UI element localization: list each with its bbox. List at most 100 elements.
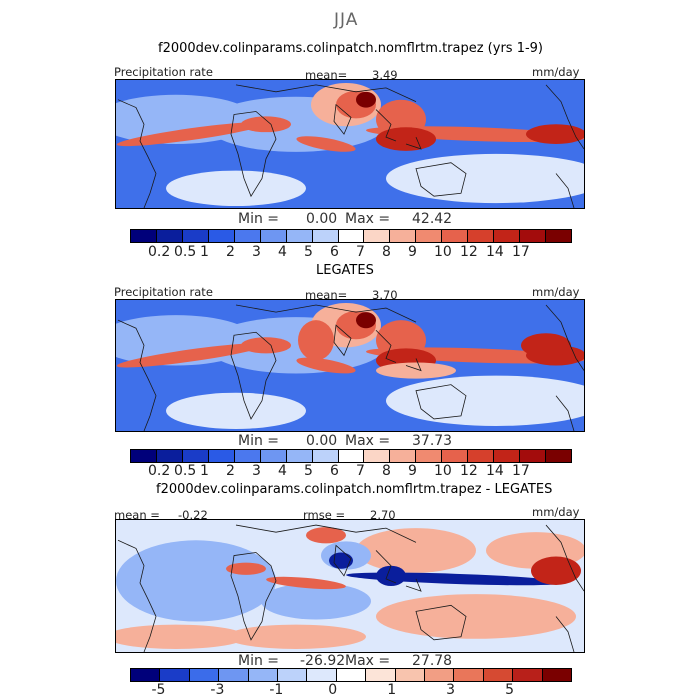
colorbar-tick-label: -1: [269, 682, 284, 698]
coastline: [375, 329, 422, 372]
precip-region: [329, 552, 353, 569]
panel1-units: mm/day: [532, 65, 580, 79]
panel3-title: f2000dev.colinparams.colinpatch.nomflrtm…: [156, 482, 553, 497]
colorbar-swatch: [189, 669, 220, 681]
colorbar-swatch: [312, 450, 339, 462]
colorbar-tick-label: 14: [486, 463, 504, 479]
colorbar-tick-label: 7: [356, 463, 365, 479]
panel2-map: [115, 299, 585, 432]
colorbar-tick-label: 9: [408, 244, 417, 260]
coastline: [555, 395, 575, 431]
colorbar-swatch: [546, 230, 571, 242]
colorbar-tick-label: 8: [382, 244, 391, 260]
precip-region: [376, 127, 436, 151]
coastline: [415, 604, 467, 641]
coastline: [545, 524, 584, 592]
colorbar-tick-label: 3: [252, 463, 261, 479]
colorbar-tick-label: 5: [505, 682, 514, 698]
coastline: [230, 111, 277, 198]
panel2-colorbar: [130, 449, 572, 463]
panel2-min-value: 0.00: [306, 433, 338, 449]
panel3-max-value: 27.78: [412, 653, 453, 669]
panel2-units: mm/day: [532, 285, 580, 299]
panel2-mean-value: 3.70: [372, 288, 398, 302]
colorbar-swatch: [336, 669, 367, 681]
colorbar-swatch: [156, 230, 183, 242]
colorbar-swatch: [219, 669, 249, 681]
panel1-min-label: Min =: [238, 211, 280, 227]
coastline: [415, 162, 467, 197]
panel1-mean-value: 3.49: [372, 68, 398, 82]
panel3-mean-value: -0.22: [178, 508, 208, 522]
colorbar-swatch: [160, 669, 190, 681]
colorbar-tick-label: 3: [252, 244, 261, 260]
panel2-max-label: Max =: [345, 433, 391, 449]
colorbar-tick-label: 5: [304, 244, 313, 260]
colorbar-swatch: [442, 230, 469, 242]
panel1-min-value: 0.00: [306, 211, 338, 227]
panel2-max-value: 37.73: [412, 433, 453, 449]
colorbar-tick-label: 0: [328, 682, 338, 698]
colorbar-tick-label: 4: [278, 463, 287, 479]
colorbar-swatch: [416, 450, 443, 462]
precip-region: [166, 392, 306, 429]
precip-region: [521, 333, 571, 358]
panel1-max-value: 42.42: [412, 211, 453, 227]
precip-region: [376, 362, 456, 379]
coastline: [117, 539, 157, 652]
coastline: [375, 550, 422, 592]
colorbar-tick-label: 6: [330, 463, 339, 479]
panel2-colorbar-ticks: 0.2 0.5 1 2 3 4 5 6 7 8 9 10 12 14 17: [130, 463, 572, 481]
panel3-colorbar-ticks: -5 -3 -1 0 1 3 5: [130, 682, 572, 700]
panel1-max-label: Max =: [345, 211, 391, 227]
colorbar-tick-label: 12: [460, 463, 478, 479]
coastline: [555, 173, 575, 208]
colorbar-swatch: [156, 450, 183, 462]
colorbar-tick-label: -5: [151, 682, 166, 698]
colorbar-swatch: [366, 669, 396, 681]
panel3-min-label: Min =: [238, 653, 280, 669]
precip-region: [226, 562, 266, 575]
colorbar-tick-label: 0.2: [148, 244, 171, 260]
colorbar-tick-label: 0.5: [174, 463, 197, 479]
panel2-min-label: Min =: [238, 433, 280, 449]
colorbar-tick-label: 1: [200, 244, 209, 260]
panel3-map: [115, 519, 585, 653]
precip-region: [356, 312, 376, 329]
precip-region: [166, 170, 306, 207]
precip-region: [226, 624, 366, 649]
coastline: [235, 84, 417, 103]
colorbar-swatch: [494, 450, 521, 462]
colorbar-swatch: [260, 230, 287, 242]
colorbar-tick-label: 8: [382, 463, 391, 479]
colorbar-swatch: [248, 669, 279, 681]
colorbar-tick-label: 17: [512, 463, 530, 479]
coastline: [545, 304, 584, 371]
precip-region: [116, 624, 246, 649]
colorbar-tick-label: 17: [512, 244, 530, 260]
precip-region: [261, 582, 371, 620]
colorbar-tick-label: 1: [200, 463, 209, 479]
colorbar-tick-label: 0.2: [148, 463, 171, 479]
colorbar-swatch: [395, 669, 426, 681]
precip-region: [241, 116, 291, 133]
panel3-rmse-label: rmse =: [303, 508, 346, 522]
colorbar-swatch: [390, 230, 417, 242]
coastline: [333, 103, 352, 135]
panel1-title: f2000dev.colinparams.colinpatch.nomflrtm…: [158, 41, 544, 56]
coastline: [235, 304, 417, 323]
panel1-colorbar: [130, 229, 572, 243]
colorbar-tick-label: 3: [446, 682, 456, 698]
panel1-field-label: Precipitation rate: [114, 65, 213, 79]
precip-region: [241, 337, 291, 354]
panel3-colorbar: [130, 668, 572, 682]
colorbar-swatch: [454, 669, 484, 681]
colorbar-tick-label: 9: [408, 463, 417, 479]
colorbar-tick-label: 6: [330, 244, 339, 260]
colorbar-swatch: [131, 669, 161, 681]
season-title: JJA: [334, 10, 359, 30]
colorbar-tick-label: 10: [434, 463, 452, 479]
colorbar-swatch: [364, 450, 391, 462]
coastline: [235, 524, 417, 543]
precip-region: [306, 527, 346, 544]
